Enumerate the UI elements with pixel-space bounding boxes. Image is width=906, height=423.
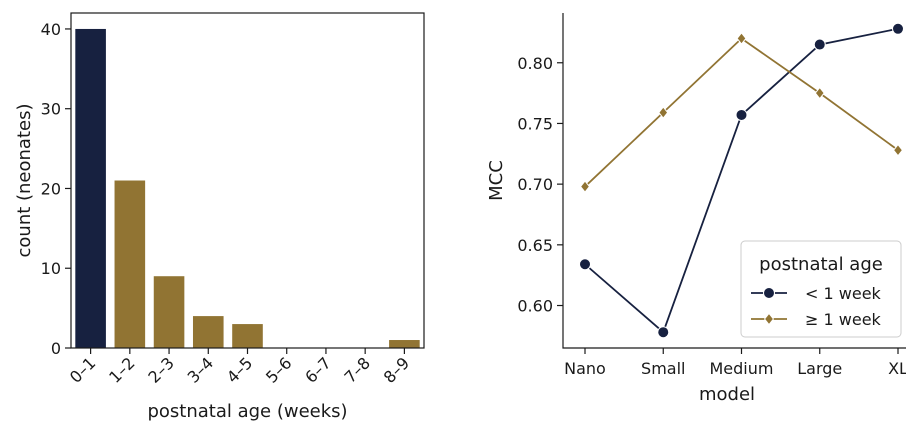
- data-point: [579, 258, 591, 271]
- x-tick-label: Large: [797, 359, 842, 378]
- x-tick-label: 7–8: [341, 353, 374, 386]
- legend-item: ≥ 1 week: [751, 310, 882, 329]
- data-point: [579, 180, 591, 193]
- data-point: [735, 108, 748, 121]
- data-point: [892, 143, 904, 157]
- data-point: [657, 326, 670, 339]
- x-axis-label: postnatal age (weeks): [147, 401, 347, 422]
- y-tick-label: 0.65: [517, 236, 553, 255]
- data-point: [658, 106, 669, 119]
- series-lines: [579, 22, 904, 339]
- x-tick-label: 8–9: [380, 353, 413, 386]
- y-axis-label: MCC: [486, 160, 507, 201]
- legend-marker: [763, 312, 775, 326]
- data-point: [892, 22, 904, 35]
- y-axis-ticks: 0 10 20 30 40: [41, 20, 71, 358]
- x-tick-label: 1–2: [105, 353, 138, 386]
- legend: postnatal age < 1 week ≥ 1 week: [740, 240, 902, 338]
- x-tick-label: Nano: [564, 359, 606, 378]
- y-tick-label: 40: [41, 20, 61, 39]
- bar-0–1: [75, 28, 106, 348]
- data-point: [813, 38, 826, 51]
- y-tick-label: 0.80: [517, 54, 553, 73]
- bar-2–3: [153, 276, 185, 348]
- x-axis-label: model: [699, 384, 755, 405]
- legend-title: postnatal age: [759, 254, 883, 275]
- x-tick-label: 3–4: [184, 353, 217, 386]
- y-tick-label: 10: [41, 259, 61, 278]
- x-tick-label: XL: [888, 359, 906, 378]
- legend-box: [740, 240, 902, 338]
- data-point: [814, 86, 825, 100]
- legend-label: < 1 week: [805, 284, 882, 303]
- x-tick-label: 0–1: [66, 353, 99, 386]
- y-tick-label: 30: [41, 100, 61, 119]
- bar-1–2: [114, 180, 146, 348]
- legend-item: < 1 week: [751, 284, 882, 303]
- x-tick-label: 4–5: [223, 353, 256, 386]
- bar-3–4: [192, 316, 224, 348]
- x-tick-label: Medium: [710, 359, 774, 378]
- x-tick-label: 2–3: [144, 353, 177, 386]
- y-tick-label: 0.70: [517, 175, 553, 194]
- y-tick-label: 0.75: [517, 114, 553, 133]
- plot-frame: [70, 12, 425, 349]
- data-point: [736, 32, 747, 45]
- bar-8–9: [389, 340, 420, 348]
- legend-label: ≥ 1 week: [805, 310, 882, 329]
- y-axis-label: count (neonates): [14, 104, 35, 258]
- y-tick-label: 0: [51, 339, 61, 358]
- y-axis-ticks: 0.60 0.65 0.70 0.75 0.80: [517, 54, 563, 316]
- x-tick-label: 6–7: [301, 353, 334, 386]
- x-tick-label: 5–6: [262, 353, 295, 386]
- mcc-line-chart: 0.60 0.65 0.70 0.75 0.80 Nano Small Medium Larg…: [486, 13, 906, 405]
- legend-marker: [763, 287, 775, 299]
- histogram-chart: 0 10 20 30 40 0–1 1–2 2–3 3–4 4–5 5–6 6–7 7–8 8–9 po…: [14, 12, 425, 422]
- plot-frame: [562, 13, 906, 349]
- x-tick-label: Small: [641, 359, 685, 378]
- series-over-1-week: [579, 32, 904, 193]
- series-under-1-week: [579, 22, 904, 339]
- bars: [75, 28, 420, 348]
- y-tick-label: 0.60: [517, 297, 553, 316]
- legend-items: < 1 week ≥ 1 week: [751, 284, 882, 329]
- x-axis-ticks: Nano Small Medium Large XL: [564, 348, 906, 378]
- x-axis-ticks: 0–1 1–2 2–3 3–4 4–5 5–6 6–7 7–8 8–9: [66, 348, 413, 387]
- bar-4–5: [232, 324, 263, 348]
- y-tick-label: 20: [41, 179, 61, 198]
